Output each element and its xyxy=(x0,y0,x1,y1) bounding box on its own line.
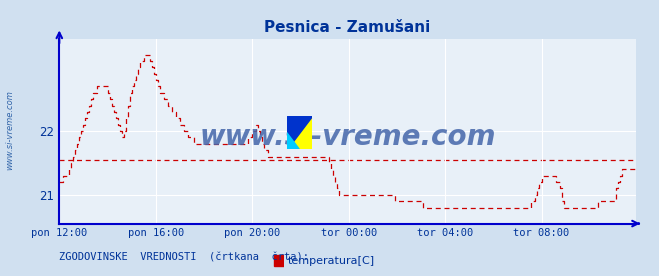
Polygon shape xyxy=(287,116,312,149)
Text: temperatura[C]: temperatura[C] xyxy=(288,256,375,266)
Text: ZGODOVINSKE  VREDNOSTI  (črtkana  črta):: ZGODOVINSKE VREDNOSTI (črtkana črta): xyxy=(59,253,309,263)
Polygon shape xyxy=(287,132,299,149)
Title: Pesnica - Zamušani: Pesnica - Zamušani xyxy=(264,20,431,35)
Bar xyxy=(274,255,283,266)
Text: www.si-vreme.com: www.si-vreme.com xyxy=(5,90,14,170)
Text: www.si-vreme.com: www.si-vreme.com xyxy=(200,123,496,151)
Polygon shape xyxy=(287,116,312,149)
